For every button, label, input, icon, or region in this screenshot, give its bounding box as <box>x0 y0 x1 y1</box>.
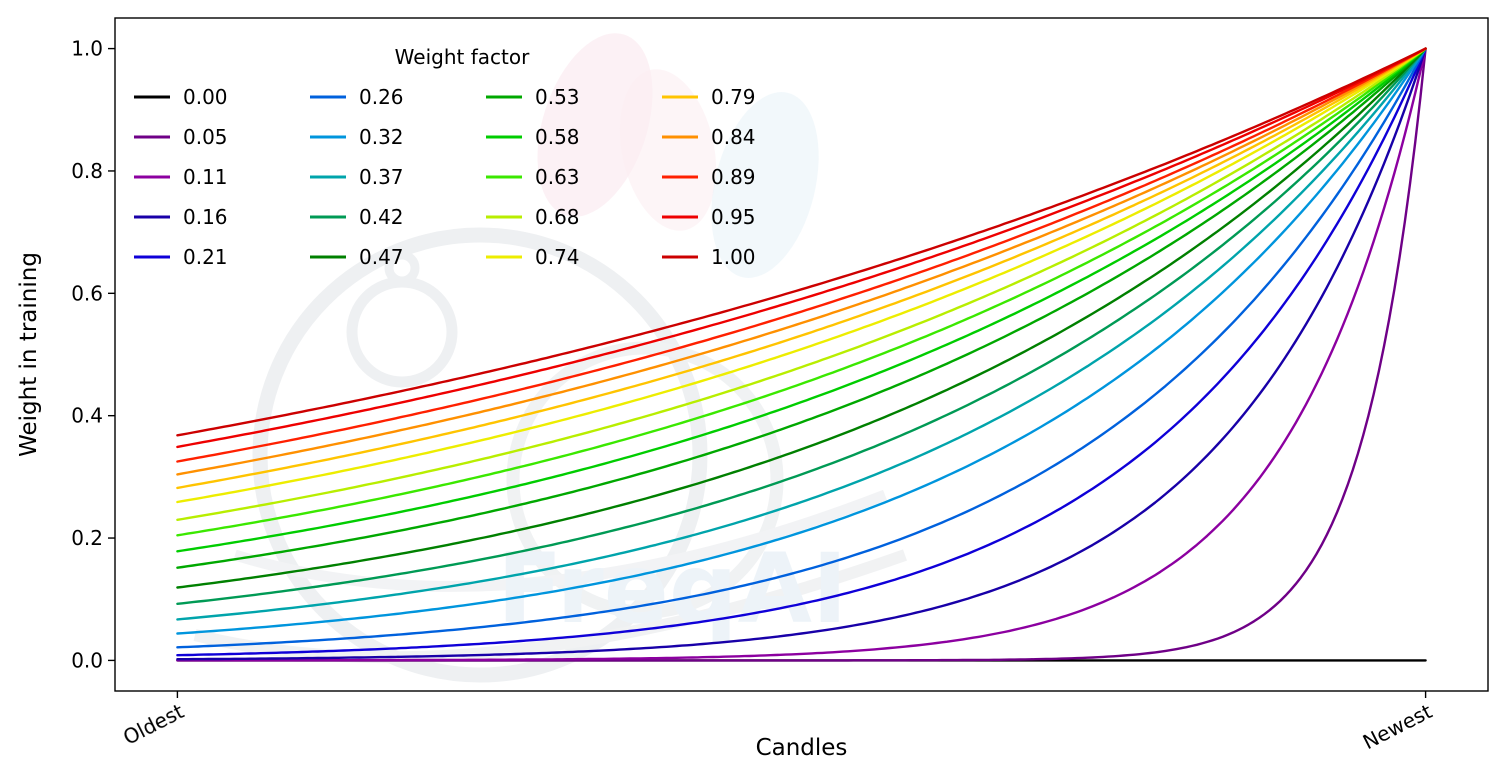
watermark-wing-line2-icon <box>233 489 887 592</box>
curve-wf-0.89 <box>176 47 1427 463</box>
x-tick-label-newest: Newest <box>1359 699 1436 754</box>
curve-wf-0.21 <box>176 47 1427 657</box>
curve-wf-0.32 <box>176 47 1427 635</box>
x-axis-label: Candles <box>756 735 848 761</box>
curve-wf-0.37 <box>176 47 1427 621</box>
curve-wf-0.42 <box>176 47 1427 605</box>
curves <box>176 47 1427 662</box>
y-tick-label: 0.8 <box>71 159 103 183</box>
legend-label-1.00: 1.00 <box>711 245 756 269</box>
y-tick-label: 0.2 <box>71 526 103 550</box>
watermark-text: FreqAI <box>497 533 848 645</box>
watermark-stopwatch-crown-icon <box>384 250 420 286</box>
legend-label-0.53: 0.53 <box>535 85 580 109</box>
watermark-stopwatch-icon <box>346 276 458 388</box>
legend-label-0.95: 0.95 <box>711 205 756 229</box>
legend-label-0.16: 0.16 <box>183 205 228 229</box>
curve-wf-0.16 <box>176 47 1427 661</box>
curve-wf-0.53 <box>176 47 1427 569</box>
watermark-leaf-pink2-icon <box>619 69 717 231</box>
legend-label-0.84: 0.84 <box>711 125 756 149</box>
legend-label-0.21: 0.21 <box>183 245 228 269</box>
legend-title: Weight factor <box>395 45 530 69</box>
legend-label-0.58: 0.58 <box>535 125 580 149</box>
legend-label-0.37: 0.37 <box>359 165 404 189</box>
legend-label-0.68: 0.68 <box>535 205 580 229</box>
curve-wf-0.11 <box>176 47 1427 662</box>
watermark-wing-line-icon <box>193 549 907 664</box>
y-tick-label: 0.4 <box>71 404 103 428</box>
axes-box <box>114 17 1489 692</box>
curve-wf-0.79 <box>176 47 1427 490</box>
legend-label-0.32: 0.32 <box>359 125 404 149</box>
y-axis-label: Weight in training <box>16 252 42 457</box>
watermark-leaf-blue-icon <box>711 92 819 278</box>
legend-label-0.47: 0.47 <box>359 245 404 269</box>
legend-label-0.00: 0.00 <box>183 85 228 109</box>
curve-wf-0.68 <box>176 47 1427 521</box>
curve-wf-0.95 <box>176 47 1427 449</box>
legend-label-0.11: 0.11 <box>183 165 228 189</box>
curve-wf-0.58 <box>176 47 1427 553</box>
watermark-leaf-pink-icon <box>537 33 653 217</box>
curve-wf-0.63 <box>176 47 1427 537</box>
curve-wf-0.74 <box>176 47 1427 504</box>
curve-wf-1.00 <box>176 47 1427 437</box>
y-tick-label: 1.0 <box>71 37 103 61</box>
y-tick-label: 0.6 <box>71 281 103 305</box>
legend-label-0.63: 0.63 <box>535 165 580 189</box>
legend-label-0.05: 0.05 <box>183 125 228 149</box>
curve-wf-0.47 <box>176 47 1427 589</box>
legend-label-0.79: 0.79 <box>711 85 756 109</box>
y-tick-label: 0.0 <box>71 648 103 672</box>
legend-label-0.74: 0.74 <box>535 245 580 269</box>
watermark-circle-small-icon <box>506 341 784 619</box>
x-tick-label-oldest: Oldest <box>119 699 188 750</box>
curve-wf-0.84 <box>176 47 1427 476</box>
legend-label-0.42: 0.42 <box>359 205 404 229</box>
freqai-watermark: FreqAI <box>193 33 907 683</box>
legend-label-0.89: 0.89 <box>711 165 756 189</box>
curve-wf-0.26 <box>176 47 1427 649</box>
legend-label-0.26: 0.26 <box>359 85 404 109</box>
legend: Weight factor 0.00 0.05 0.11 0.16 0.21 0.26 0.3… <box>134 45 756 269</box>
